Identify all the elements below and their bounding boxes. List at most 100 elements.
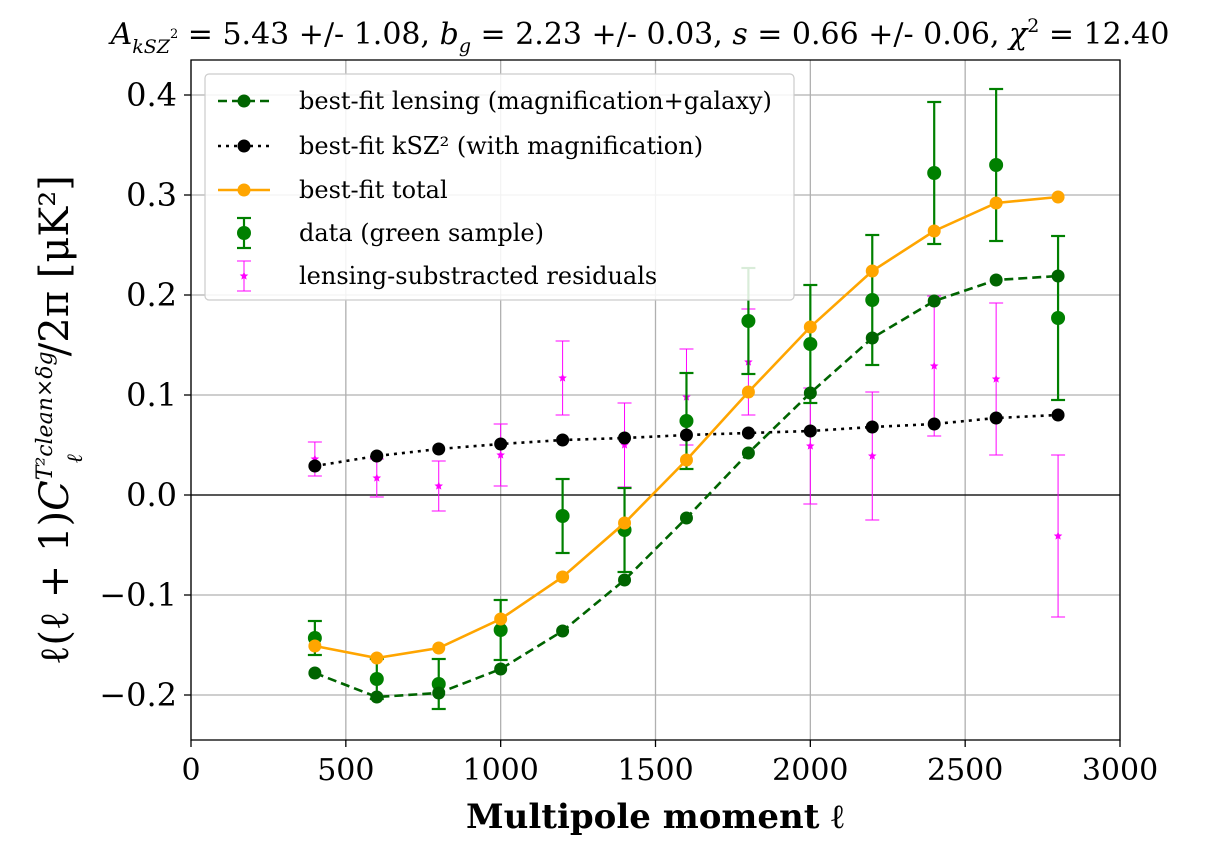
- series-marker: [432, 442, 446, 456]
- series-marker: [679, 453, 693, 467]
- series-layer: [307, 87, 1066, 711]
- y-tick-label: −0.1: [99, 576, 177, 614]
- series-marker: [618, 573, 632, 587]
- title-bg-sub: g: [459, 35, 471, 57]
- series-marker: [989, 411, 1003, 425]
- y-tick-label: 0.1: [126, 376, 177, 414]
- title-chi-name: χ: [1007, 17, 1029, 52]
- lensing-series: [308, 269, 1065, 704]
- title-s-name: s: [732, 17, 747, 52]
- title-chi-value: = 12.40: [1039, 17, 1169, 52]
- x-axis-label: Multipole moment ℓ: [466, 797, 844, 837]
- series-marker: [556, 570, 570, 584]
- series-marker: [865, 420, 879, 434]
- legend-item-residuals: lensing-substracted residuals: [237, 260, 657, 292]
- x-tick-label: 3000: [1082, 753, 1158, 788]
- series-marker: [556, 433, 570, 447]
- series-marker: [927, 224, 941, 238]
- ylabel-prefix: ℓ(ℓ + 1): [32, 511, 78, 665]
- title-chi-sup: 2: [1027, 15, 1039, 37]
- ylabel-suffix: /2π [μK²]: [32, 175, 78, 356]
- x-tick-label: 2000: [772, 753, 848, 788]
- series-marker: [803, 320, 817, 334]
- x-tick-label: 0: [181, 753, 200, 788]
- residual-point: [372, 473, 382, 482]
- residual-point: [434, 481, 444, 490]
- data-point: [927, 166, 942, 180]
- chart-title: AkSZ2 = 5.43 +/- 1.08, bg = 2.23 +/- 0.0…: [108, 15, 1170, 58]
- series-marker: [308, 666, 322, 680]
- total-series: [308, 190, 1065, 665]
- residual-point: [558, 373, 567, 382]
- legend-marker: [237, 139, 251, 153]
- series-marker: [370, 690, 384, 704]
- residuals-series: [307, 295, 1066, 618]
- series-marker: [865, 264, 879, 278]
- data-point: [1051, 311, 1066, 325]
- residual-point: [1053, 531, 1063, 540]
- title-a-sub: kSZ: [132, 36, 171, 58]
- legend-marker: [237, 226, 251, 240]
- data-point: [493, 623, 508, 637]
- legend-label: best-fit lensing (magnification+galaxy): [299, 87, 772, 115]
- series-marker: [432, 686, 446, 700]
- x-tick-label: 500: [317, 753, 374, 788]
- legend-item-ksz: best-fit kSZ² (with magnification): [218, 132, 703, 160]
- series-marker: [308, 459, 322, 473]
- y-axis-label: ℓ(ℓ + 1)CT²clean×δg ℓ/2π [μK²]: [32, 175, 88, 665]
- y-tick-label: −0.2: [99, 676, 177, 714]
- series-marker: [927, 294, 941, 308]
- series-line: [314, 274, 1059, 699]
- title-s-value: = 0.66 +/- 0.06,: [748, 17, 1009, 52]
- legend-label: best-fit total: [299, 176, 448, 204]
- series-marker: [370, 449, 384, 463]
- axis-ticks: 0 500 1000 1500 2000 2500 3000 −0.2 −0.1 0.0 0.1 0.…: [99, 76, 1158, 788]
- data-point: [741, 314, 756, 328]
- title-bg-value: = 2.23 +/- 0.03,: [471, 17, 732, 52]
- legend-label: best-fit kSZ² (with magnification): [299, 132, 703, 160]
- data-point: [803, 337, 818, 351]
- series-marker: [556, 624, 570, 638]
- legend-marker: [237, 94, 251, 108]
- x-tick-label: 1500: [617, 753, 693, 788]
- legend-item-data: data (green sample): [237, 216, 544, 250]
- series-marker: [989, 273, 1003, 287]
- series-marker: [618, 431, 632, 445]
- ylabel-sub: ℓ: [63, 453, 88, 463]
- series-marker: [927, 417, 941, 431]
- series-marker: [494, 662, 508, 676]
- residual-point: [620, 440, 629, 449]
- data-point: [989, 158, 1004, 172]
- residual-point: [991, 374, 1001, 383]
- legend-item-lensing: best-fit lensing (magnification+galaxy): [218, 87, 772, 115]
- series-marker: [865, 331, 879, 345]
- series-marker: [679, 428, 693, 442]
- data-point: [555, 509, 570, 523]
- series-marker: [741, 446, 755, 460]
- legend-marker: [239, 271, 249, 280]
- residual-point: [806, 441, 815, 450]
- y-tick-label: 0.2: [126, 276, 177, 314]
- legend-box: [204, 73, 795, 301]
- residual-point: [496, 450, 505, 459]
- series-marker: [741, 426, 755, 440]
- residual-point: [929, 361, 939, 370]
- data-point: [431, 677, 446, 691]
- title-bg-name: b: [440, 17, 459, 52]
- x-tick-label: 1000: [462, 753, 538, 788]
- legend-label: data (green sample): [299, 219, 544, 247]
- y-tick-label: 0.0: [126, 476, 177, 514]
- series-marker: [308, 639, 322, 653]
- legend: best-fit lensing (magnification+galaxy) b…: [204, 73, 795, 301]
- series-marker: [803, 424, 817, 438]
- series-marker: [494, 612, 508, 626]
- data-point: [679, 414, 694, 428]
- y-tick-label: 0.4: [126, 76, 177, 114]
- series-marker: [1051, 269, 1065, 283]
- series-marker: [679, 511, 693, 525]
- legend-marker: [237, 183, 251, 197]
- series-marker: [989, 196, 1003, 210]
- legend-item-total: best-fit total: [218, 176, 448, 204]
- residual-point: [867, 451, 877, 460]
